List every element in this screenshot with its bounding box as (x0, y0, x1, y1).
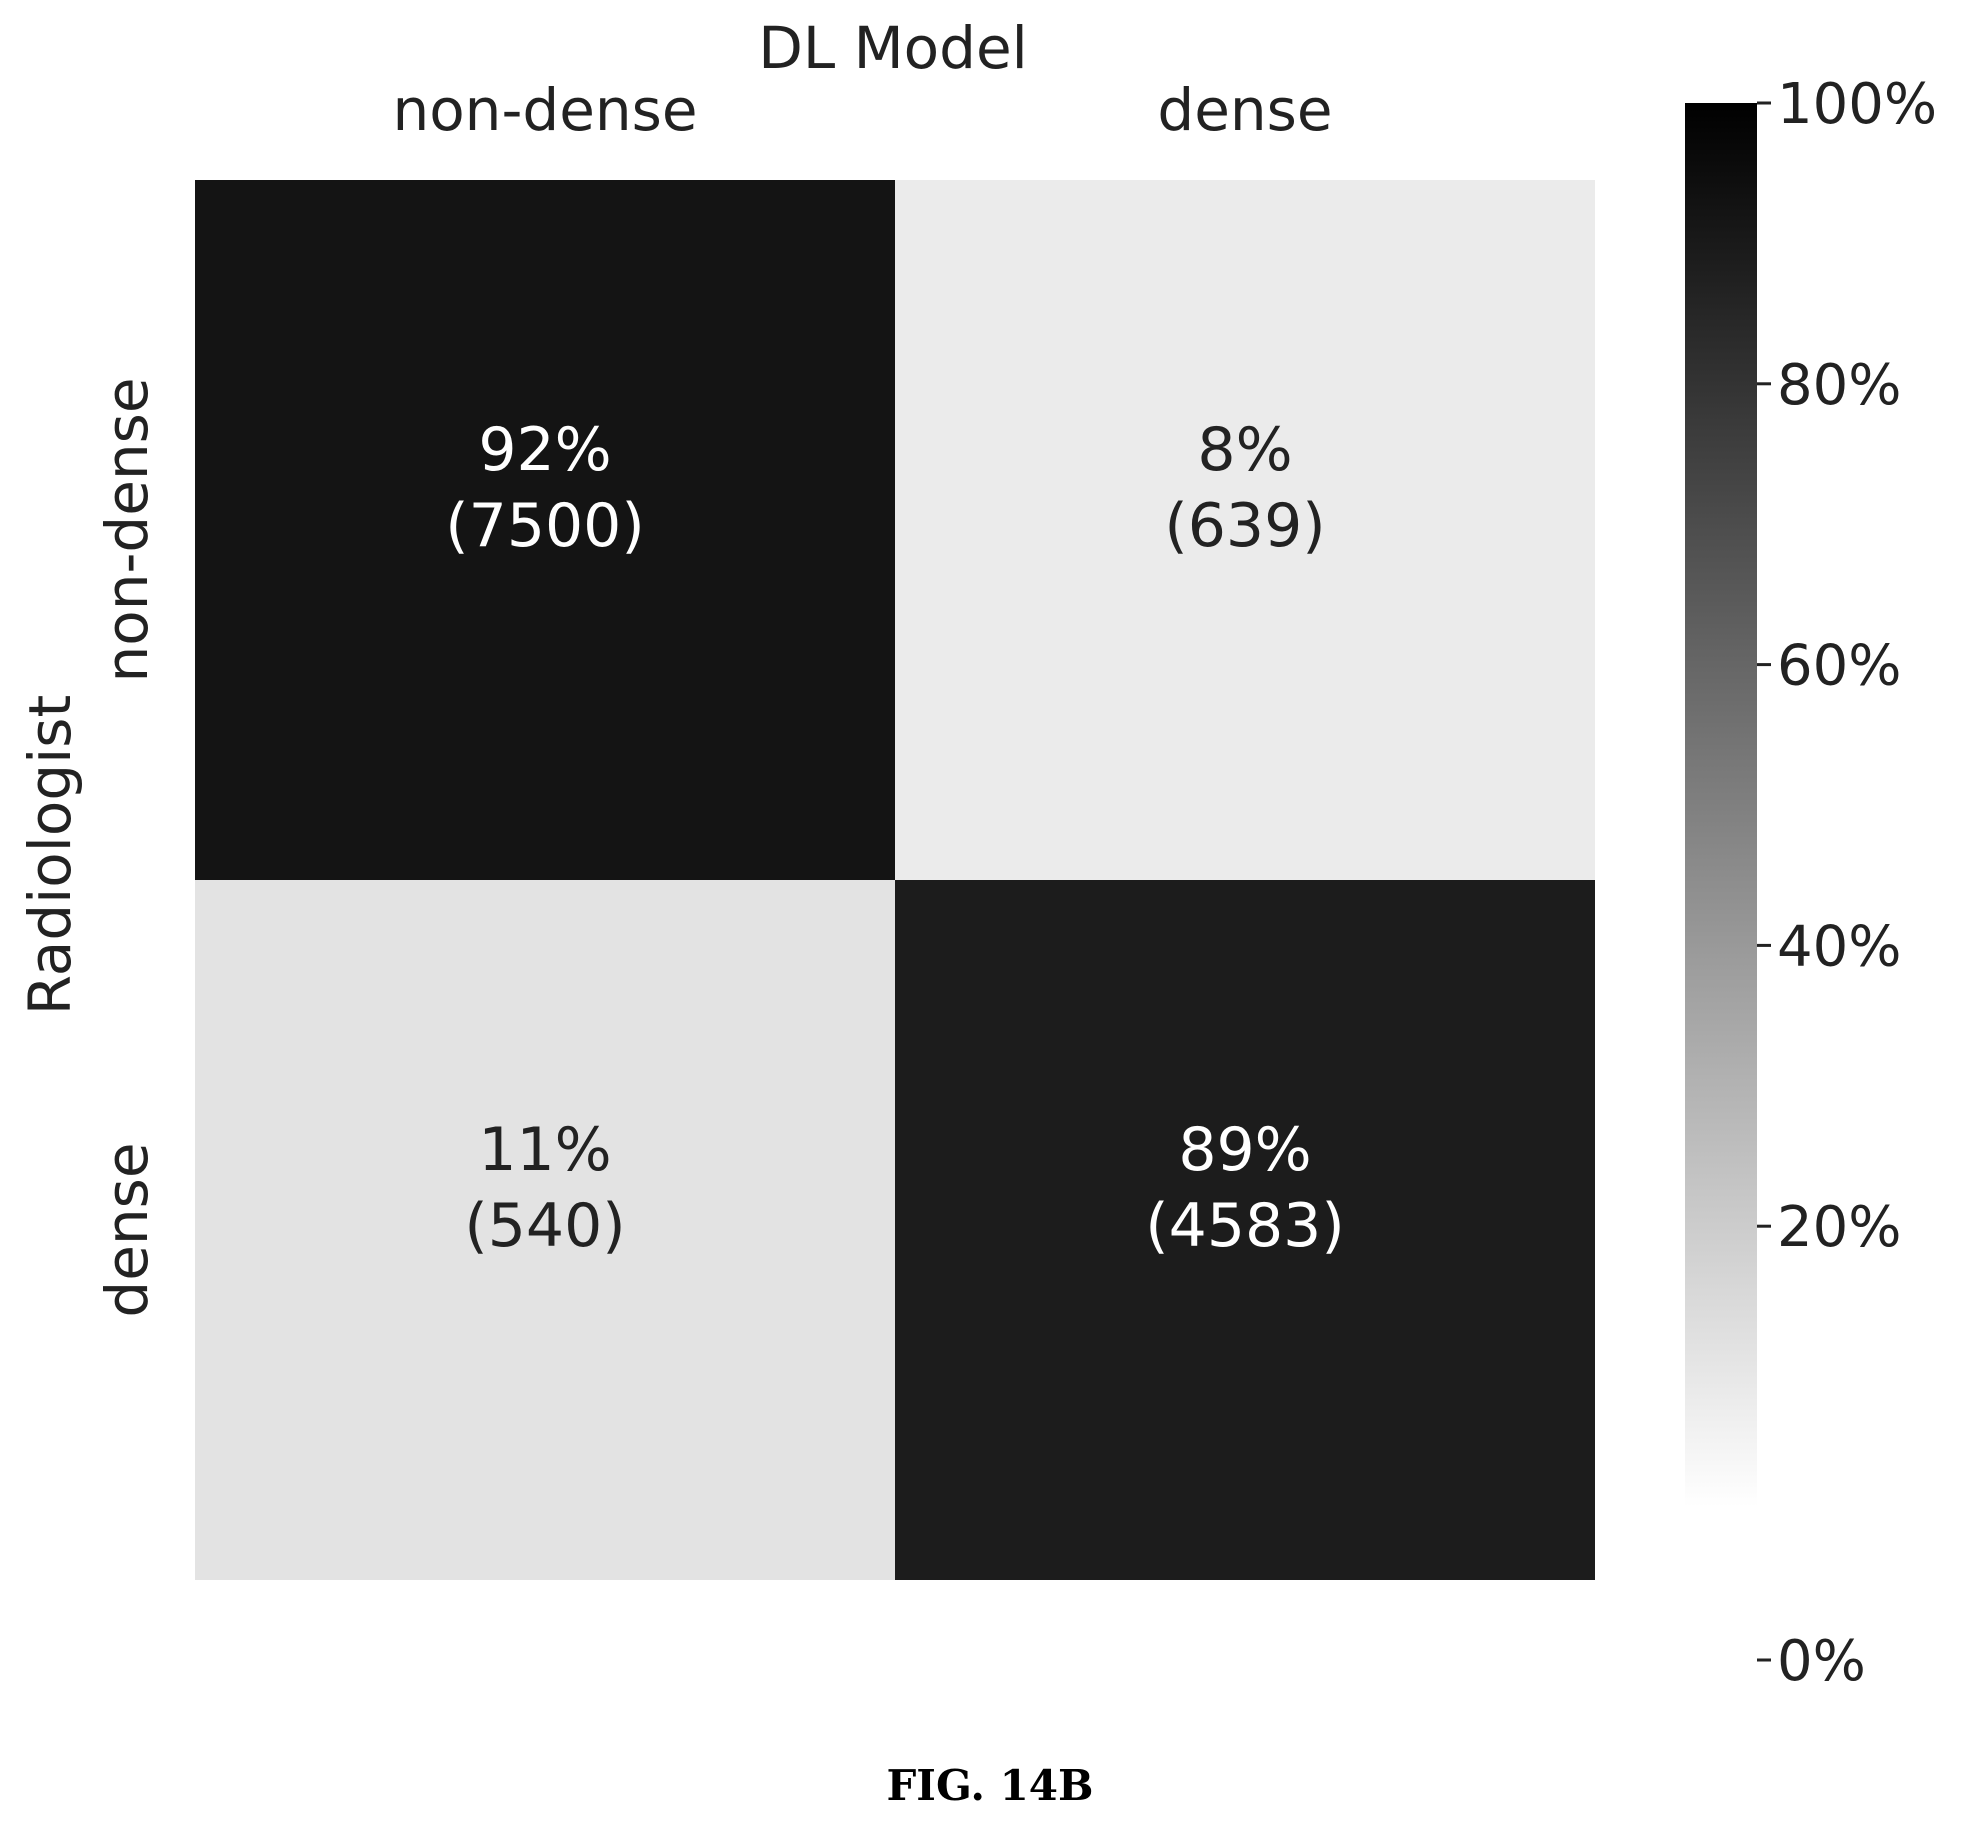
colorbar-ticks: 100% 80% 60% 40% 20% 0% (1757, 72, 1937, 1694)
heatmap-cell (895, 880, 1595, 1580)
y-tick-labels: non-dense dense (93, 377, 161, 1317)
colorbar-tick-label: 100% (1777, 72, 1937, 137)
x-axis-title: DL Model (758, 14, 1028, 82)
heatmap-cells: 92%(7500) 8%(639) 11%(540) 89%(4583) (195, 180, 1595, 1580)
colorbar-tick-label: 0% (1777, 1629, 1866, 1694)
colorbar-tick-label: 20% (1777, 1195, 1901, 1260)
x-tick-labels: non-dense dense (392, 76, 1332, 144)
colorbar-tick-label: 40% (1777, 914, 1901, 979)
heatmap-cell (195, 180, 895, 880)
cell-count-label: (639) (1164, 491, 1325, 561)
heatmap-cell (895, 180, 1595, 880)
heatmap-cell (195, 880, 895, 1580)
cell-count-label: (7500) (445, 491, 645, 561)
figure-caption: FIG. 14B (886, 1761, 1093, 1810)
colorbar-tick-label: 60% (1777, 634, 1901, 699)
cell-percent-label: 8% (1197, 415, 1292, 485)
colorbar (1685, 103, 1757, 1507)
cell-percent-label: 89% (1178, 1115, 1311, 1185)
x-tick-label: non-dense (392, 76, 697, 144)
y-axis-title: Radiologist (16, 695, 84, 1015)
x-tick-label: dense (1157, 76, 1332, 144)
y-tick-label: non-dense (93, 377, 161, 682)
cell-percent-label: 11% (478, 1115, 611, 1185)
cell-count-label: (4583) (1145, 1191, 1345, 1261)
y-tick-label: dense (93, 1142, 161, 1317)
cell-percent-label: 92% (478, 415, 611, 485)
cell-count-label: (540) (464, 1191, 625, 1261)
colorbar-tick-label: 80% (1777, 353, 1901, 418)
